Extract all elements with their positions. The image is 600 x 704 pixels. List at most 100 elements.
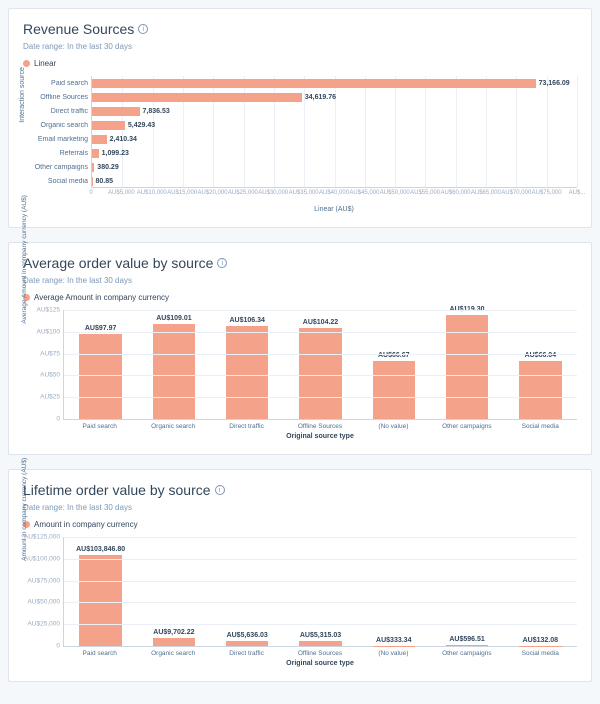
info-icon[interactable]: i — [138, 24, 148, 34]
y-axis-label: Interaction source — [19, 67, 26, 123]
card-title: Average order value by source i — [23, 255, 577, 271]
x-axis: 0AU$5,000AU$10,000AU$15,000AU$20,000AU$2… — [91, 188, 577, 204]
category-label: (No value) — [357, 650, 430, 657]
y-tick-label: AU$100,000 — [24, 555, 64, 562]
bar[interactable]: AU$104.22 — [299, 328, 342, 419]
title-text: Average order value by source — [23, 255, 213, 271]
vertical-bar-chart: Amount in company currency (AU$) AU$103,… — [23, 537, 577, 667]
bar-value-label: AU$596.51 — [449, 636, 484, 643]
category-label: Other campaigns — [28, 164, 92, 171]
legend: Amount in company currency — [23, 520, 577, 529]
y-tick-label: AU$75 — [40, 350, 64, 357]
bar[interactable]: AU$596.51 — [446, 645, 489, 646]
bar[interactable]: AU$109.01 — [153, 324, 196, 419]
category-label: Direct traffic — [210, 423, 283, 430]
bar[interactable]: AU$106.34 — [226, 326, 269, 419]
bar-row: Paid search73,166.09 — [92, 78, 577, 88]
bar[interactable]: AU$66.67 — [373, 361, 416, 419]
bars-container: AU$103,846.80 AU$9,702.22 AU$5,636.03 AU$5,… — [64, 537, 577, 646]
category-label: Direct traffic — [210, 650, 283, 657]
category-label: Other campaigns — [430, 423, 503, 430]
title-text: Revenue Sources — [23, 21, 134, 37]
x-tick-label: AU$5,000 — [108, 190, 135, 196]
category-label: Offline Sources — [283, 423, 356, 430]
bar[interactable] — [92, 121, 125, 130]
title-text: Lifetime order value by source — [23, 482, 211, 498]
bar-value-label: AU$106.34 — [229, 317, 264, 324]
category-label: Paid search — [28, 80, 92, 87]
info-icon[interactable]: i — [215, 485, 225, 495]
bar-value-label: AU$104.22 — [303, 319, 338, 326]
bar-row: Organic search5,429.43 — [92, 120, 577, 130]
y-tick-label: AU$75,000 — [27, 577, 64, 584]
category-label: Social media — [504, 423, 577, 430]
category-label: Organic search — [28, 122, 92, 129]
chart-plot-area: AU$97.97 AU$109.01 AU$106.34 AU$104.22 AU$66… — [63, 310, 577, 420]
category-label: Referrals — [28, 150, 92, 157]
bar-column: AU$106.34 — [211, 310, 284, 419]
bar[interactable]: AU$9,702.22 — [153, 638, 196, 646]
bar-value-label: 80.85 — [95, 178, 113, 185]
card-revenue-sources: Revenue Sources i Date range: In the las… — [8, 8, 592, 228]
bar[interactable]: AU$5,636.03 — [226, 641, 269, 646]
y-tick-label: AU$125 — [37, 307, 65, 314]
bar-column: AU$109.01 — [137, 310, 210, 419]
bar[interactable] — [92, 135, 107, 144]
bar-column: AU$132.08 — [504, 537, 577, 646]
category-label: Paid search — [63, 423, 136, 430]
category-label: Social media — [28, 178, 92, 185]
bar-column: AU$9,702.22 — [137, 537, 210, 646]
bar-column: AU$66.04 — [504, 310, 577, 419]
date-range: Date range: In the last 30 days — [23, 42, 577, 51]
bar-column: AU$103,846.80 — [64, 537, 137, 646]
bar-value-label: 2,410.34 — [110, 136, 137, 143]
category-label: Email marketing — [28, 136, 92, 143]
category-label: Social media — [504, 650, 577, 657]
x-tick-label: AU$45,000 — [349, 190, 379, 196]
bar-row: Offline Sources34,619.76 — [92, 92, 577, 102]
x-tick-label: AU$65,000 — [471, 190, 501, 196]
bar[interactable]: AU$119.30 — [446, 315, 489, 419]
date-range: Date range: In the last 30 days — [23, 276, 577, 285]
date-range: Date range: In the last 30 days — [23, 503, 577, 512]
bar-value-label: AU$9,702.22 — [153, 629, 194, 636]
category-label: Direct traffic — [28, 108, 92, 115]
x-axis: Paid searchOrganic searchDirect trafficO… — [63, 423, 577, 430]
bar-value-label: AU$333.34 — [376, 637, 411, 644]
x-tick-label: AU$15,000 — [167, 190, 197, 196]
category-label: Offline Sources — [28, 94, 92, 101]
bar-column: AU$5,636.03 — [211, 537, 284, 646]
chart-plot-area: AU$103,846.80 AU$9,702.22 AU$5,636.03 AU$5,… — [63, 537, 577, 647]
x-tick-label: AU$55,000 — [410, 190, 440, 196]
horizontal-bar-chart: Interaction source Paid search73,166.09O… — [23, 76, 577, 213]
bar[interactable] — [92, 149, 99, 158]
card-avg-order-value: Average order value by source i Date ran… — [8, 242, 592, 455]
x-tick-label: AU$75,000 — [532, 190, 562, 196]
category-label: Organic search — [136, 423, 209, 430]
x-tick-label: AU$30,000 — [258, 190, 288, 196]
bar[interactable] — [92, 163, 94, 172]
info-icon[interactable]: i — [217, 258, 227, 268]
bar-column: AU$66.67 — [357, 310, 430, 419]
bar-column: AU$596.51 — [430, 537, 503, 646]
x-tick-label: AU$50,000 — [380, 190, 410, 196]
bar-value-label: AU$5,315.03 — [300, 632, 341, 639]
bar[interactable] — [92, 93, 302, 102]
bar-row: Direct traffic7,836.53 — [92, 106, 577, 116]
bar[interactable] — [92, 79, 536, 88]
bar[interactable] — [92, 107, 140, 116]
bar[interactable]: AU$5,315.03 — [299, 641, 342, 646]
bar[interactable]: AU$66.04 — [519, 361, 562, 419]
x-tick-label: AU$70,000 — [501, 190, 531, 196]
bar-column: AU$97.97 — [64, 310, 137, 419]
y-tick-label: AU$50 — [40, 372, 64, 379]
bar-row: Other campaigns380.29 — [92, 162, 577, 172]
legend-label: Average Amount in company currency — [34, 293, 169, 302]
y-axis-label: Amount in company currency (AU$) — [21, 458, 28, 561]
y-tick-label: AU$25 — [40, 394, 64, 401]
category-label: (No value) — [357, 423, 430, 430]
bar[interactable]: AU$103,846.80 — [79, 555, 122, 646]
y-tick-label: AU$25,000 — [27, 621, 64, 628]
legend-label: Amount in company currency — [34, 520, 138, 529]
card-title: Lifetime order value by source i — [23, 482, 577, 498]
